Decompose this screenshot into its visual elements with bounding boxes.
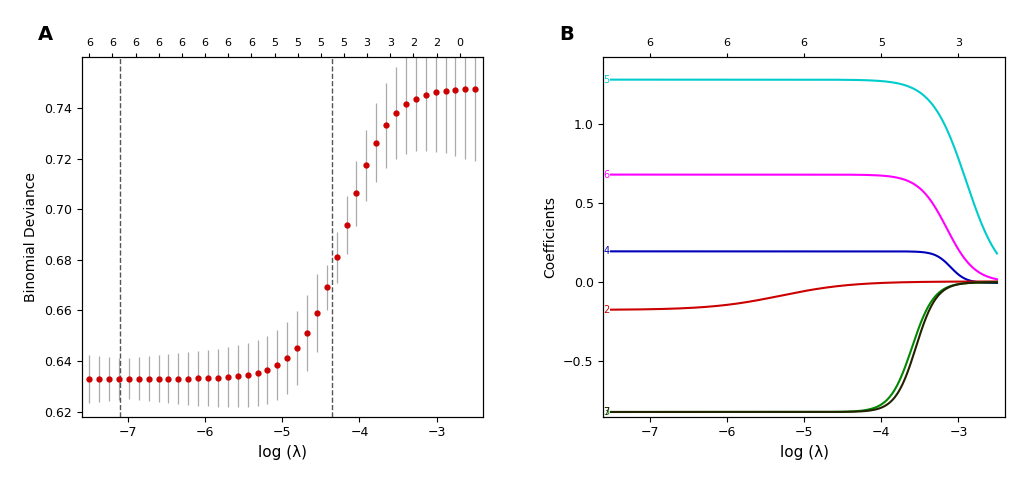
Text: 7: 7 [602,407,609,417]
Y-axis label: Binomial Deviance: Binomial Deviance [24,172,39,302]
Text: 5: 5 [602,75,609,85]
Y-axis label: Coefficients: Coefficients [543,196,557,278]
Text: 3: 3 [603,407,609,417]
Text: A: A [38,25,53,44]
Text: 4: 4 [603,246,609,256]
Text: B: B [558,25,574,44]
X-axis label: log (λ): log (λ) [779,445,827,460]
X-axis label: log (λ): log (λ) [258,445,307,460]
Text: 2: 2 [602,305,609,315]
Text: 6: 6 [603,170,609,180]
